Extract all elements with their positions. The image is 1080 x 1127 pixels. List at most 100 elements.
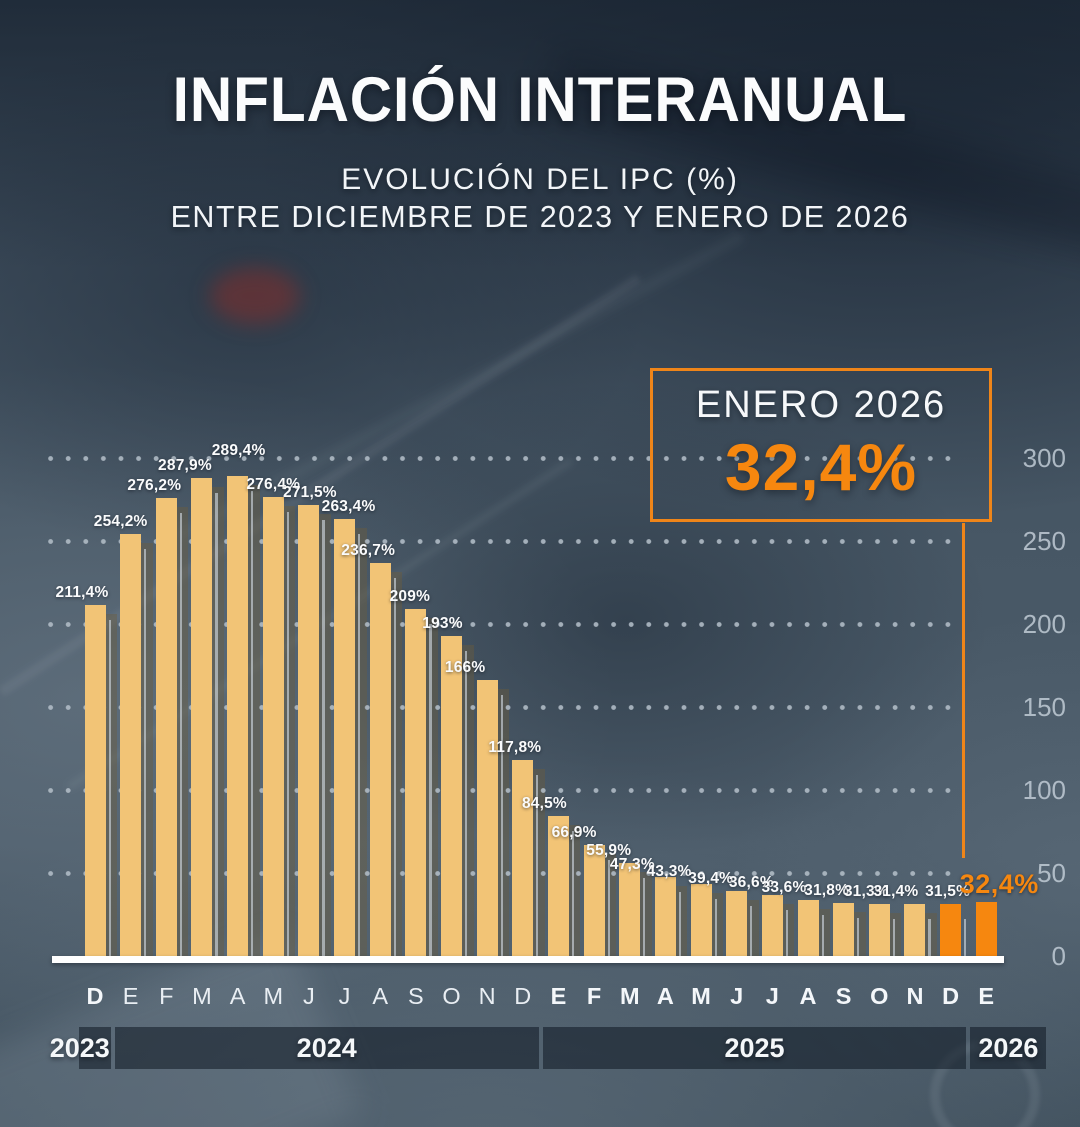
bar-leader-line <box>108 620 111 956</box>
gridline-50 <box>48 871 953 876</box>
bar-value-label: 263,4% <box>321 497 376 515</box>
bar-shadow <box>711 893 724 956</box>
x-tick-7: J <box>338 983 351 1009</box>
bar-leader-line <box>393 578 396 956</box>
bar-M-17 <box>690 884 712 956</box>
bar-D-12 <box>512 760 534 956</box>
bar-J-6 <box>298 505 320 956</box>
bar-E-1 <box>120 534 142 956</box>
x-tick-2: F <box>159 983 174 1009</box>
bar-value-label: 66,9% <box>551 823 597 841</box>
x-tick-0: D <box>86 983 104 1009</box>
x-tick-12: D <box>514 983 532 1009</box>
bar-leader-line <box>821 915 824 956</box>
bar-shadow <box>568 824 581 956</box>
bar-shadow <box>925 912 937 956</box>
bar-value-label: 31,8% <box>804 882 850 900</box>
x-tick-1: E <box>122 983 139 1009</box>
bar-value-label: 166% <box>444 659 486 677</box>
bar-A-16 <box>654 877 676 956</box>
bar-shadow <box>319 514 331 956</box>
bar-leader-line <box>144 549 147 956</box>
bar-shadow <box>355 527 367 956</box>
bar-value-label: 36,6% <box>728 874 774 892</box>
bar-A-20 <box>797 900 819 956</box>
bar-value-label: 211,4% <box>55 584 109 602</box>
callout-month-label: ENERO 2026 <box>695 384 947 426</box>
bar-D-0 <box>84 605 106 956</box>
bar-value-label: 31,4% <box>873 882 919 900</box>
bar-J-19 <box>761 895 783 956</box>
bar-D-24 <box>940 903 962 956</box>
bar-F-14 <box>583 844 605 956</box>
bar-leader-line <box>251 490 254 956</box>
year-band-2026: 2026 <box>970 1027 1047 1069</box>
bar-value-label: 254,2% <box>93 513 148 531</box>
callout-leader-line <box>961 523 965 858</box>
bar-shadow <box>176 506 189 956</box>
bar-leader-line <box>678 892 682 956</box>
gridline-300 <box>48 456 953 461</box>
bar-value-label: 55,9% <box>586 842 632 860</box>
page-title: INFLACIÓN INTERANUAL <box>172 65 908 135</box>
y-tick-label-150: 150 <box>1022 692 1066 722</box>
y-tick-label-200: 200 <box>1022 609 1066 639</box>
bar-leader-line <box>928 918 931 956</box>
x-tick-6: J <box>303 983 315 1009</box>
bar-value-label: 209% <box>389 588 431 606</box>
x-tick-20: A <box>799 983 817 1009</box>
bar-J-7 <box>334 518 356 956</box>
bar-shadow <box>533 769 545 956</box>
bar-value-label: 117,8% <box>488 739 542 757</box>
bar-J-18 <box>726 890 748 956</box>
bar-shadow <box>426 618 438 956</box>
bar-F-2 <box>155 497 177 956</box>
bar-leader-line <box>750 905 753 956</box>
bar-shadow <box>818 909 830 956</box>
x-tick-3: M <box>192 983 212 1009</box>
bar-shadow <box>640 872 652 956</box>
x-tick-16: A <box>656 983 674 1009</box>
bar-leader-line <box>429 624 432 956</box>
x-tick-17: M <box>691 983 711 1009</box>
bar-E-13 <box>547 815 569 956</box>
x-tick-14: F <box>586 983 602 1009</box>
bar-shadow <box>497 689 510 956</box>
year-band-2024: 2024 <box>114 1027 539 1069</box>
bar-leader-line <box>286 512 289 956</box>
bar-leader-line <box>179 512 182 956</box>
x-tick-25: E <box>978 983 995 1009</box>
bar-value-label: 47,3% <box>609 856 655 874</box>
bar-shadow <box>854 912 866 956</box>
bar-leader-line <box>571 830 575 956</box>
bar-leader-line <box>358 533 361 956</box>
bar-value-label: 289,4% <box>211 441 266 459</box>
y-tick-label-50: 50 <box>1037 858 1066 888</box>
gridline-250 <box>48 539 953 544</box>
bar-N-11 <box>476 680 498 956</box>
bar-O-10 <box>441 635 462 956</box>
x-tick-11: N <box>478 983 496 1009</box>
x-tick-22: O <box>870 983 889 1009</box>
bar-value-label: 31,5% <box>925 882 971 900</box>
bar-E-25 <box>975 902 997 956</box>
bar-value-label: 39,4% <box>688 869 734 887</box>
bar-A-4 <box>227 475 249 956</box>
x-tick-19: J <box>765 983 779 1009</box>
y-tick-label-300: 300 <box>1022 443 1066 473</box>
bar-value-label: 193% <box>422 614 463 632</box>
bar-leader-line <box>892 919 895 956</box>
bar-shadow <box>248 484 260 956</box>
y-tick-label-0: 0 <box>1051 941 1066 971</box>
bar-leader-line <box>500 695 503 956</box>
bar-M-5 <box>262 497 284 956</box>
year-label: 2023 <box>49 1032 110 1063</box>
x-tick-21: S <box>835 983 852 1009</box>
x-tick-15: M <box>619 983 640 1009</box>
bar-S-21 <box>833 903 855 956</box>
bar-value-label: 43,3% <box>646 863 692 881</box>
x-tick-24: D <box>942 983 960 1009</box>
gridline-100 <box>48 788 953 793</box>
bar-shadow <box>747 899 759 956</box>
